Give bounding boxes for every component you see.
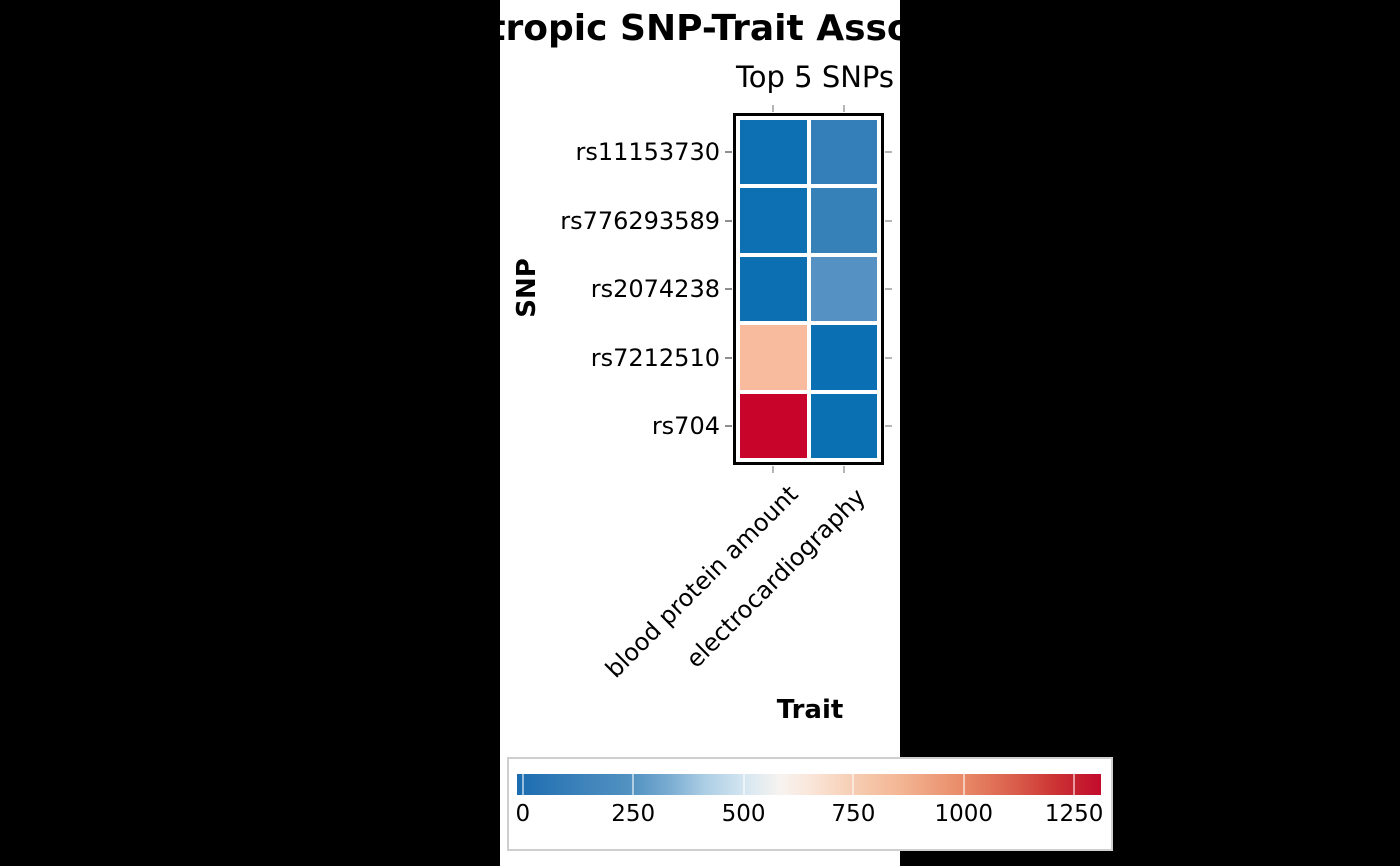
tick-mark	[772, 105, 774, 112]
colorbar-tick-mark	[521, 774, 524, 795]
colorbar-tick-label: 500	[721, 801, 766, 827]
tick-mark	[725, 151, 732, 153]
y-tick-label: rs11153730	[575, 138, 720, 166]
y-tick-label: rs704	[651, 412, 720, 440]
tick-mark	[885, 151, 892, 153]
colorbar-tick-label: 1000	[934, 801, 994, 827]
letterbox-left	[0, 0, 500, 866]
colorbar-legend: 0 250 500 750 1000 1250	[507, 757, 1113, 851]
heatmap-cell	[740, 256, 807, 322]
heatmap-cell	[810, 325, 877, 390]
tick-mark	[772, 466, 774, 473]
colorbar-tick-label: 750	[831, 801, 876, 827]
colorbar-gradient	[517, 774, 1101, 795]
heatmap-cell	[810, 393, 877, 458]
heatmap-cell	[810, 120, 877, 185]
tick-mark	[843, 105, 845, 112]
x-axis-title: Trait	[776, 695, 844, 725]
chart-subtitle: Top 5 SNPs	[736, 60, 895, 94]
heatmap-cell	[740, 393, 807, 458]
tick-mark	[885, 357, 892, 359]
chart-title: tropic SNP-Trait Asso	[500, 8, 900, 49]
letterbox-right	[900, 0, 1400, 866]
colorbar-tick-label: 250	[611, 801, 656, 827]
colorbar-tick-mark	[852, 774, 855, 795]
heatmap-cell	[810, 188, 877, 253]
y-tick-label: rs776293589	[560, 207, 720, 235]
y-tick-label: rs7212510	[590, 344, 720, 372]
tick-mark	[725, 288, 732, 290]
tick-mark	[885, 425, 892, 427]
colorbar-tick-label: 1250	[1044, 801, 1104, 827]
heatmap-cell	[740, 325, 807, 390]
heatmap-cell	[810, 256, 877, 322]
y-tick-label: rs2074238	[590, 275, 720, 303]
y-axis-title: SNP	[512, 258, 542, 318]
colorbar-tick-mark	[1073, 774, 1076, 795]
heatmap	[733, 113, 884, 465]
tick-mark	[843, 466, 845, 473]
tick-mark	[725, 357, 732, 359]
tick-mark	[885, 288, 892, 290]
tick-mark	[885, 220, 892, 222]
colorbar-tick-mark	[632, 774, 635, 795]
colorbar-tick-mark	[962, 774, 965, 795]
tick-mark	[725, 220, 732, 222]
colorbar-tick-mark	[742, 774, 745, 795]
heatmap-cell	[740, 188, 807, 253]
colorbar-tick-label: 0	[515, 801, 531, 827]
chart-panel: tropic SNP-Trait Asso Top 5 SNPs rs11153…	[500, 0, 900, 866]
tick-mark	[725, 425, 732, 427]
heatmap-cell	[740, 120, 807, 185]
